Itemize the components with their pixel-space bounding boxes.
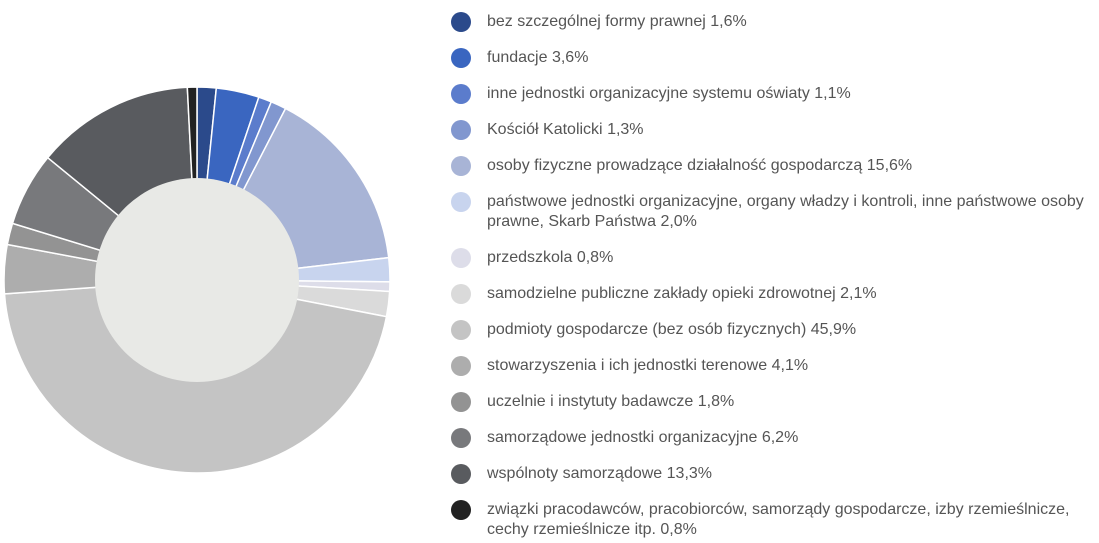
legend-label: stowarzyszenia i ich jednostki terenowe [487,357,768,374]
legend-swatch [451,392,471,412]
legend-item: samodzielne publiczne zakłady opieki zdr… [451,284,1091,304]
legend-text: uczelnie i instytuty badawcze 1,8% [487,392,734,412]
legend-item: przedszkola 0,8% [451,248,1091,268]
legend-swatch [451,48,471,68]
legend-label: wspólnoty samorządowe [487,465,663,482]
legend-text: Kościół Katolicki 1,3% [487,120,644,140]
legend-swatch [451,12,471,32]
legend-text: państwowe jednostki organizacyjne, organ… [487,192,1091,232]
legend-text: związki pracodawców, pracobiorców, samor… [487,500,1091,540]
legend-value: 0,8% [660,521,697,538]
legend-value: 1,1% [814,85,851,102]
legend: bez szczególnej formy prawnej 1,6% fundac… [451,12,1091,540]
legend-text: przedszkola 0,8% [487,248,613,268]
legend-text: stowarzyszenia i ich jednostki terenowe … [487,356,808,376]
donut-hole [95,178,299,382]
legend-label: inne jednostki organizacyjne systemu ośw… [487,85,810,102]
legend-item: wspólnoty samorządowe 13,3% [451,464,1091,484]
legend-swatch [451,464,471,484]
legend-swatch [451,120,471,140]
legend-item: państwowe jednostki organizacyjne, organ… [451,192,1091,232]
legend-value: 6,2% [761,429,799,446]
legend-value: 13,3% [666,465,713,482]
legend-swatch [451,500,471,520]
legend-text: osoby fizyczne prowadzące działalność go… [487,156,912,176]
legend-swatch [451,428,471,448]
legend-label: Kościół Katolicki [487,121,603,138]
legend-label: przedszkola [487,249,573,266]
legend-label: bez szczególnej formy prawnej [487,13,706,30]
legend-value: 1,6% [710,13,747,30]
legend-item: osoby fizyczne prowadzące działalność go… [451,156,1091,176]
legend-label: fundacje [487,49,548,66]
legend-item: inne jednostki organizacyjne systemu ośw… [451,84,1091,104]
legend-text: samorządowe jednostki organizacyjne 6,2% [487,428,798,448]
legend-value: 1,3% [607,121,644,138]
legend-item: Kościół Katolicki 1,3% [451,120,1091,140]
legend-value: 2,1% [840,285,877,302]
legend-value: 15,6% [866,157,913,174]
legend-text: bez szczególnej formy prawnej 1,6% [487,12,747,32]
legend-item: samorządowe jednostki organizacyjne 6,2% [451,428,1091,448]
legend-text: samodzielne publiczne zakłady opieki zdr… [487,284,877,304]
legend-value: 2,0% [660,213,697,230]
legend-label: samorządowe jednostki organizacyjne [487,429,758,446]
legend-value: 1,8% [697,393,735,410]
legend-item: bez szczególnej formy prawnej 1,6% [451,12,1091,32]
legend-label: osoby fizyczne prowadzące działalność go… [487,157,863,174]
legend-swatch [451,192,471,212]
legend-item: podmioty gospodarcze (bez osób fizycznyc… [451,320,1091,340]
legend-value: 45,9% [810,321,857,338]
legend-text: fundacje 3,6% [487,48,588,68]
legend-swatch [451,156,471,176]
legend-value: 3,6% [551,49,589,66]
legend-label: związki pracodawców, pracobiorców, samor… [487,501,1070,538]
chart [3,86,391,474]
legend-value: 4,1% [771,357,809,374]
legend-item: fundacje 3,6% [451,48,1091,68]
legend-swatch [451,84,471,104]
legend-item: stowarzyszenia i ich jednostki terenowe … [451,356,1091,376]
legend-item: uczelnie i instytuty badawcze 1,8% [451,392,1091,412]
legend-label: uczelnie i instytuty badawcze [487,393,694,410]
legend-swatch [451,248,471,268]
legend-text: wspólnoty samorządowe 13,3% [487,464,712,484]
legend-label: państwowe jednostki organizacyjne, organ… [487,193,1084,230]
legend-swatch [451,356,471,376]
legend-text: podmioty gospodarcze (bez osób fizycznyc… [487,320,856,340]
legend-item: związki pracodawców, pracobiorców, samor… [451,500,1091,540]
legend-swatch [451,320,471,340]
legend-value: 0,8% [576,249,614,266]
legend-text: inne jednostki organizacyjne systemu ośw… [487,84,851,104]
legend-label: samodzielne publiczne zakłady opieki zdr… [487,285,836,302]
legend-label: podmioty gospodarcze (bez osób fizycznyc… [487,321,807,338]
legend-swatch [451,284,471,304]
